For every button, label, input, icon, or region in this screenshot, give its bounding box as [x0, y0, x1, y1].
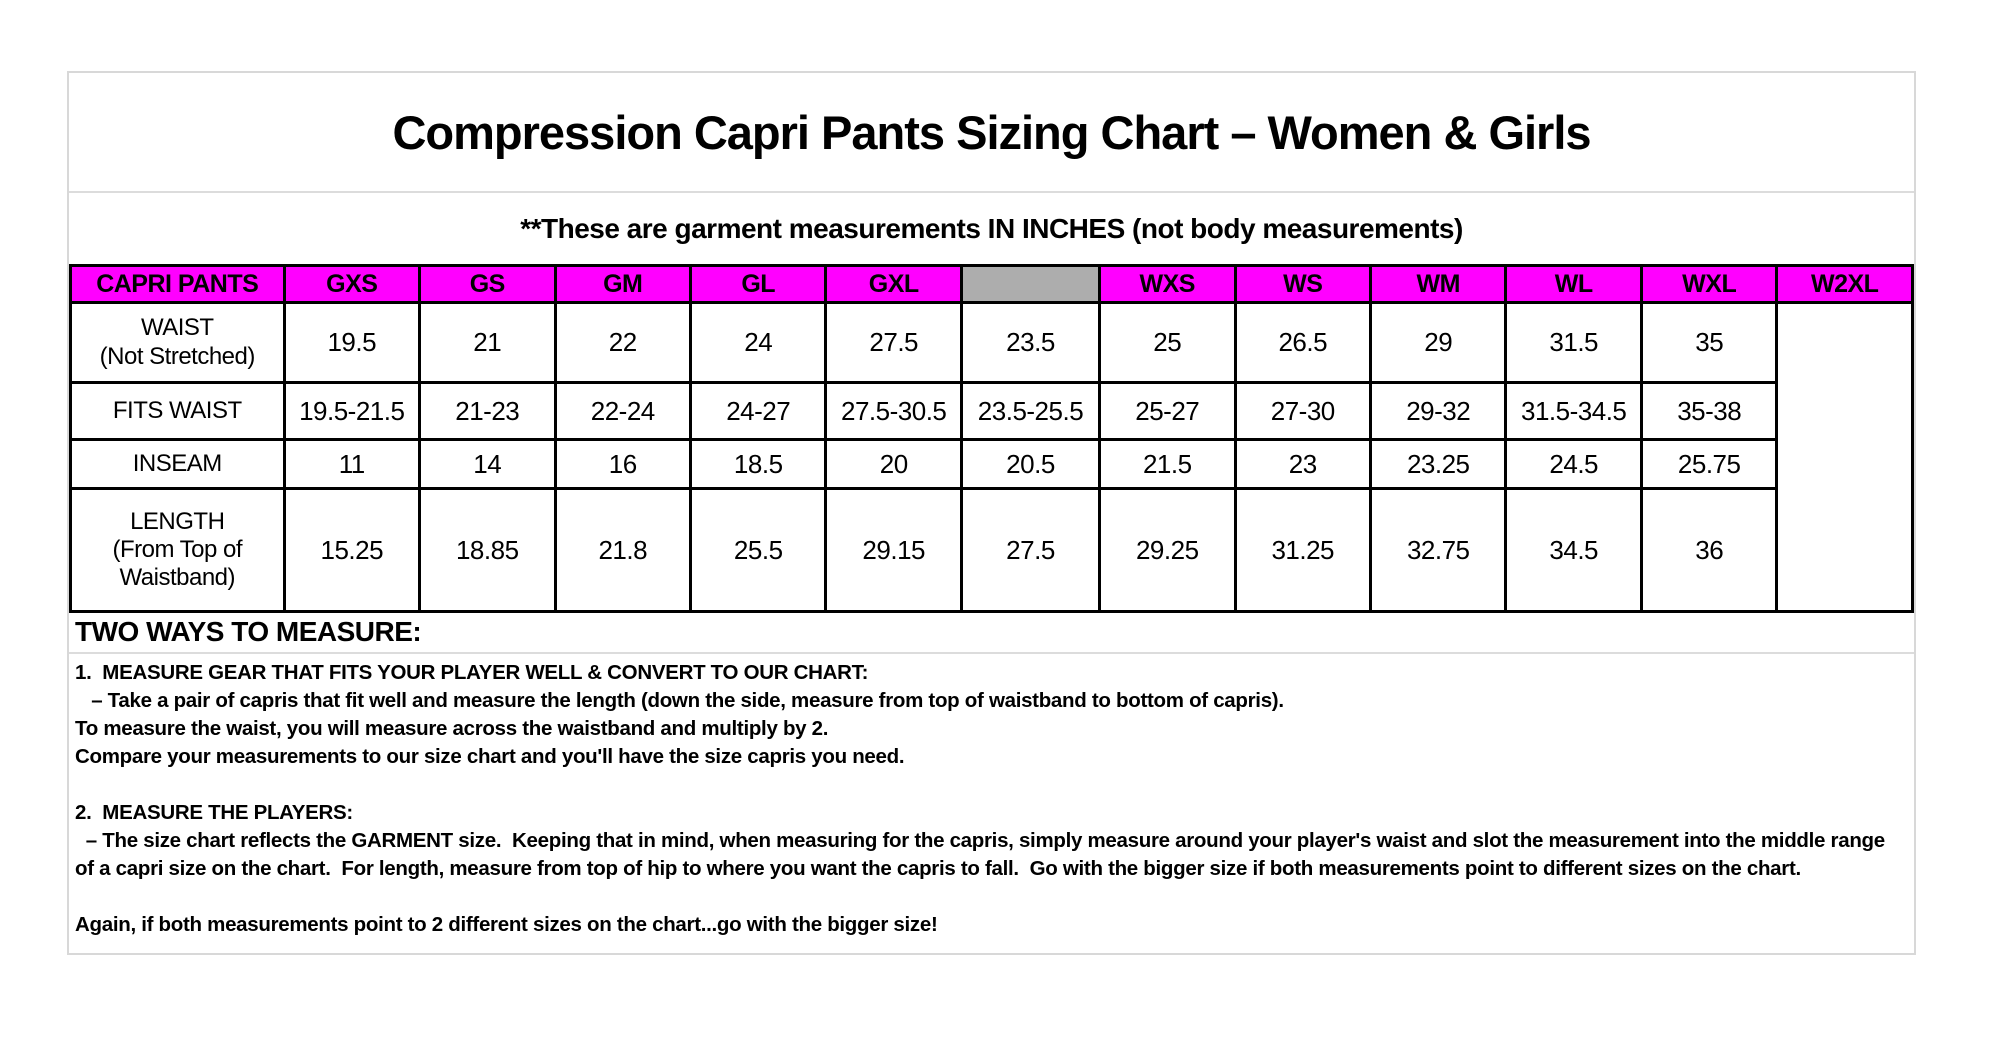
size-value-cell: 24-27: [688, 381, 828, 441]
size-col-header-gm: GM: [553, 264, 692, 304]
size-value-cell: 25.75: [1639, 438, 1779, 490]
size-value-cell: 19.5: [282, 301, 422, 384]
page-title: Compression Capri Pants Sizing Chart – W…: [392, 105, 1591, 159]
size-value-cell: 35: [1639, 301, 1779, 384]
size-value-cell: 36: [1639, 487, 1779, 613]
size-col-header-gxl: GXL: [824, 264, 963, 304]
size-value-cell: 27-30: [1233, 381, 1372, 441]
size-value-cell: 25.5: [688, 487, 828, 613]
sizing-table: CAPRI PANTS GXS GS GM GL GXL WXS WS WM W…: [69, 264, 1914, 613]
size-col-header-w2xl: W2XL: [1775, 264, 1914, 304]
size-value-cell: 23.25: [1368, 438, 1508, 490]
size-value-cell: 22-24: [553, 381, 692, 441]
size-value-cell: 35-38: [1639, 381, 1779, 441]
size-value-cell: 34.5: [1504, 487, 1643, 613]
size-value-cell: 25-27: [1098, 381, 1237, 441]
size-value-cell: 20.5: [959, 438, 1102, 490]
size-value-cell: 24.5: [1504, 438, 1643, 490]
size-value-cell: 27.5: [959, 487, 1102, 613]
size-value-cell: 32.75: [1368, 487, 1508, 613]
size-value-cell: 20: [824, 438, 963, 490]
size-value-cell: 18.5: [688, 438, 828, 490]
instruction-line: – The size chart reflects the GARMENT si…: [75, 829, 1891, 880]
measure-heading: TWO WAYS TO MEASURE:: [75, 616, 422, 647]
size-value-cell: 11: [282, 438, 422, 490]
size-value-cell: 21: [418, 301, 557, 384]
row-label-inseam: INSEAM: [69, 438, 286, 490]
size-col-header-gl: GL: [688, 264, 828, 304]
spacer-column: [959, 264, 1102, 304]
size-value-cell: 16: [553, 438, 692, 490]
title-row: Compression Capri Pants Sizing Chart – W…: [69, 73, 1914, 193]
measurement-note: **These are garment measurements IN INCH…: [520, 212, 1463, 244]
size-value-cell: 29-32: [1368, 381, 1508, 441]
instruction-line: Again, if both measurements point to 2 d…: [75, 913, 938, 936]
size-value-cell: 31.5: [1504, 301, 1643, 384]
table-row-fits-waist: FITS WAIST 19.5-21.5 21-23 22-24 24-27 2…: [69, 381, 1913, 441]
measure-heading-row: TWO WAYS TO MEASURE:: [69, 613, 1914, 654]
size-value-cell: 21.8: [553, 487, 692, 613]
table-row-waist: WAIST (Not Stretched) 19.5 21 22 24 27.5…: [69, 301, 1913, 384]
instructions-body: 1. MEASURE GEAR THAT FITS YOUR PLAYER WE…: [69, 654, 1914, 953]
instruction-line: [75, 883, 1906, 911]
size-value-cell: 29: [1368, 301, 1508, 384]
table-row-length: LENGTH (From Top of Waistband) 15.25 18.…: [69, 487, 1913, 613]
instruction-line: [75, 771, 1906, 799]
subtitle-row: **These are garment measurements IN INCH…: [69, 193, 1914, 264]
size-value-cell: 29.25: [1098, 487, 1237, 613]
size-value-cell: 18.85: [418, 487, 557, 613]
table-row-inseam: INSEAM 11 14 16 18.5 20 20.5 21.5 23 23.…: [69, 438, 1913, 490]
size-col-header-gs: GS: [418, 264, 557, 304]
size-value-cell: 29.15: [824, 487, 963, 613]
size-value-cell: 23.5: [959, 301, 1102, 384]
size-col-header-wxs: WXS: [1098, 264, 1237, 304]
size-col-header-gxs: GXS: [282, 264, 422, 304]
size-value-cell: 31.25: [1233, 487, 1372, 613]
size-header-row: CAPRI PANTS GXS GS GM GL GXL WXS WS WM W…: [69, 264, 1914, 304]
size-col-header-wl: WL: [1504, 264, 1643, 304]
size-col-header-wxl: WXL: [1639, 264, 1779, 304]
size-value-cell: 26.5: [1233, 301, 1372, 384]
size-value-cell: 23.5-25.5: [959, 381, 1102, 441]
row-label-length: LENGTH (From Top of Waistband): [69, 487, 286, 613]
size-value-cell: 24: [688, 301, 828, 384]
size-value-cell: 23: [1233, 438, 1372, 490]
row-label-waist: WAIST (Not Stretched): [69, 301, 286, 384]
size-value-cell: 22: [553, 301, 692, 384]
size-value-cell: 25: [1098, 301, 1237, 384]
size-value-cell: 27.5-30.5: [824, 381, 963, 441]
sizing-sheet-panel: Compression Capri Pants Sizing Chart – W…: [67, 71, 1916, 955]
size-value-cell: 21-23: [418, 381, 557, 441]
size-value-cell: 15.25: [282, 487, 422, 613]
size-col-header-ws: WS: [1233, 264, 1372, 304]
instruction-line: 2. MEASURE THE PLAYERS:: [75, 801, 353, 824]
instruction-line: Compare your measurements to our size ch…: [75, 745, 905, 768]
instruction-line: – Take a pair of capris that fit well an…: [75, 689, 1284, 712]
size-value-cell: 21.5: [1098, 438, 1237, 490]
table-corner-header: CAPRI PANTS: [69, 264, 286, 304]
size-value-cell: 19.5-21.5: [282, 381, 422, 441]
row-label-fits-waist: FITS WAIST: [69, 381, 286, 441]
size-value-cell: 27.5: [824, 301, 963, 384]
size-col-header-wm: WM: [1368, 264, 1508, 304]
size-value-cell: 14: [418, 438, 557, 490]
instruction-line: To measure the waist, you will measure a…: [75, 717, 829, 740]
instruction-line: 1. MEASURE GEAR THAT FITS YOUR PLAYER WE…: [75, 661, 869, 684]
size-value-cell: 31.5-34.5: [1504, 381, 1643, 441]
